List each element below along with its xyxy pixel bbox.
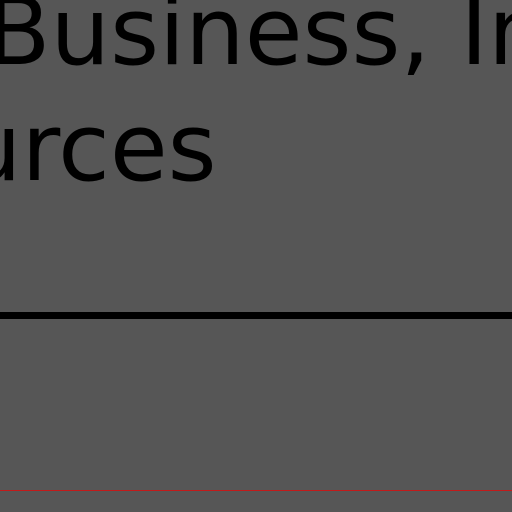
footer-accent-rule (0, 490, 512, 491)
page-title-line-2: urces (0, 94, 217, 203)
page-title-line-1: Business, In (0, 0, 512, 87)
page-title: Business, In urces (0, 0, 512, 207)
section-divider (0, 312, 512, 319)
